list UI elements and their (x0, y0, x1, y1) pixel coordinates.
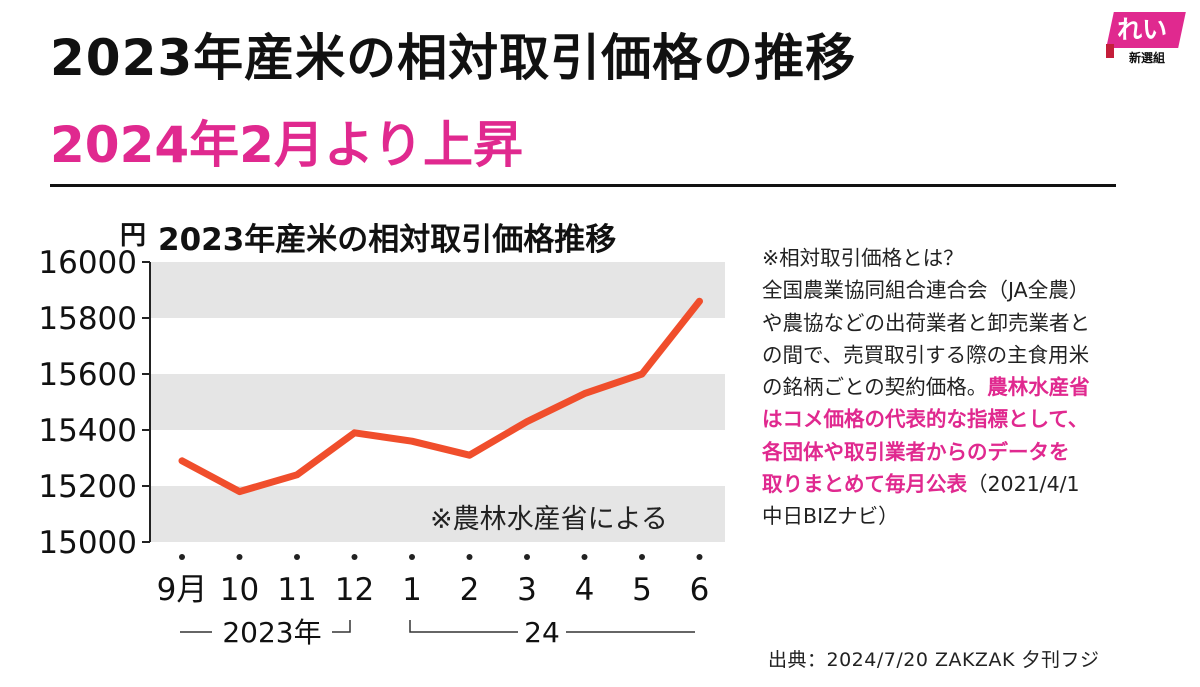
x-tick-label: 10 (220, 572, 259, 608)
note-line: の間で、売買取引する際の主食用米 (762, 342, 1090, 367)
x-tick-label: 4 (575, 572, 595, 608)
x-tick-dot (466, 554, 473, 560)
brand-logo: れいわ 新選組 (1106, 12, 1188, 80)
page-subtitle: 2024年2月より上昇 (50, 116, 523, 174)
note-text: （2021/4/1 (967, 472, 1080, 497)
note-line: 全国農業協同組合連合会（JA全農） (762, 278, 1090, 303)
note-highlight: はコメ価格の代表的な指標として、 (762, 407, 1089, 432)
x-tick-label: 11 (277, 572, 316, 608)
x-tick-dot (581, 554, 588, 560)
x-tick-dot (351, 554, 358, 560)
x-tick-dot (294, 554, 300, 560)
y-tick-label: 15200 (38, 469, 137, 505)
x-tick-label: 6 (690, 572, 710, 608)
x-tick-label: 5 (632, 572, 652, 608)
price-chart: 円 2023年産米の相対取引価格推移 150001520015400156001… (38, 221, 725, 649)
note-highlight: 各団体や取引業者からのデータを (762, 439, 1070, 464)
chart-title: 2023年産米の相対取引価格推移 (158, 222, 616, 258)
chart-annotation: ※農林水産省による (430, 504, 668, 535)
x-tick-dot (639, 554, 645, 560)
source-credit: 出典：2024/7/20 ZAKZAK 夕刊フジ (768, 649, 1100, 671)
x-tick-label: 12 (335, 572, 374, 608)
explanation-note: ※相対取引価格とは？ 全国農業協同組合連合会（JA全農） や農協などの出荷業者と… (762, 242, 1162, 533)
grid-band (150, 486, 725, 542)
x-tick-label: 3 (517, 572, 537, 608)
x-tick-label: 2 (460, 572, 480, 608)
chart-unit-label: 円 (120, 221, 146, 251)
year-bracket-line (409, 620, 518, 633)
title-divider (50, 184, 1116, 187)
note-line: の銘柄ごとの契約価格。農林水産省 (762, 371, 1162, 403)
note-line: 取りまとめて毎月公表（2021/4/1 (762, 468, 1162, 500)
x-tick-dot (236, 554, 243, 560)
year-label: 24 (524, 616, 560, 649)
y-tick-label: 15600 (38, 357, 137, 393)
x-tick-dot (696, 554, 703, 560)
note-line: ※相対取引価格とは？ (762, 246, 964, 270)
y-tick-label: 15000 (38, 525, 137, 561)
year-label: 2023年 (222, 616, 321, 649)
year-axis: 2023年 24 (180, 616, 695, 649)
page-title: 2023年産米の相対取引価格の推移 (50, 29, 857, 87)
x-tick-dot (409, 554, 415, 560)
grid-band (150, 262, 725, 318)
note-line: や農協などの出荷業者と卸売業者と (762, 310, 1090, 335)
x-tick-label: 1 (402, 572, 422, 608)
series-line (178, 297, 703, 496)
logo-top-text: れいわ (1117, 15, 1168, 80)
x-tick-dot (179, 554, 185, 560)
note-text: の銘柄ごとの契約価格。 (762, 375, 988, 400)
x-tick-label: 9月 (157, 572, 208, 608)
note-highlight: 農林水産省 (987, 375, 1090, 400)
note-line: 中日BIZナビ） (762, 504, 899, 529)
year-bracket-line (332, 620, 351, 633)
y-tick-label: 15800 (38, 301, 137, 337)
x-tick-dot (524, 554, 530, 560)
grid-band (150, 374, 725, 430)
x-axis: 9月 10 11 12 1 2 3 4 5 6 (157, 554, 710, 608)
logo-bottom-text: 新選組 (1128, 51, 1165, 65)
y-axis: 15000 15200 15400 15600 15800 16000 (38, 245, 151, 561)
y-tick-label: 16000 (38, 245, 137, 281)
chart-bands (150, 262, 725, 542)
note-highlight: 取りまとめて毎月公表 (762, 472, 967, 497)
y-tick-label: 15400 (38, 413, 137, 449)
